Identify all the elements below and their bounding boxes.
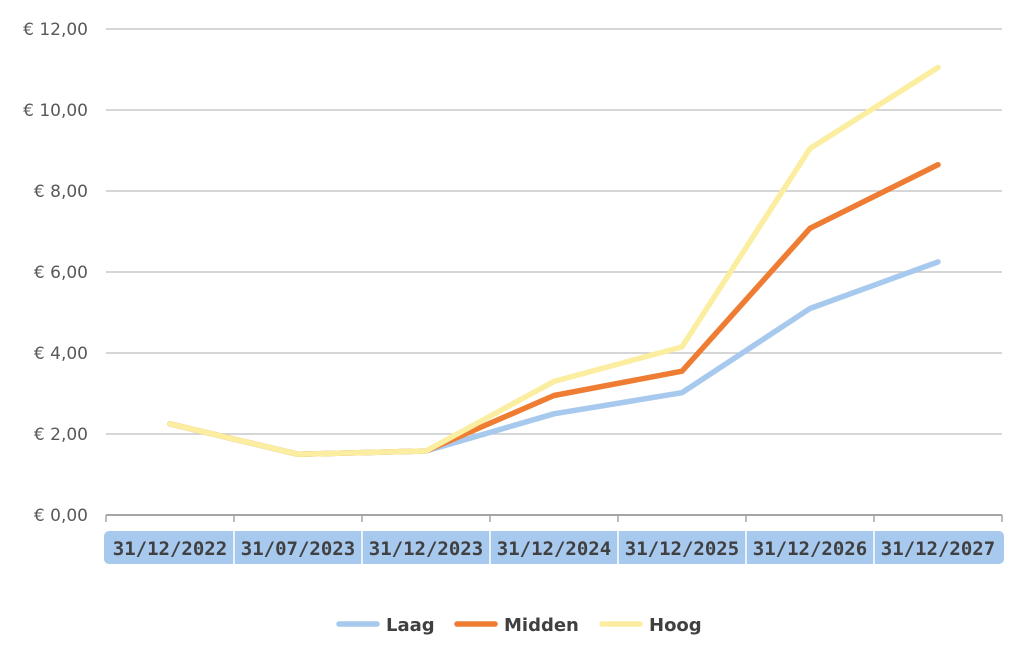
legend-label: Hoog [649, 615, 702, 636]
y-tick-label: € 2,00 [34, 425, 88, 445]
x-axis-category-band: 31/12/2022 31/07/2023 31/12/2023 31/12/2024… [104, 531, 1004, 564]
y-tick-label: € 4,00 [34, 344, 88, 364]
legend-item-midden: Midden [454, 615, 579, 636]
x-tick-label: 31/12/2025 [625, 538, 739, 560]
grid-lines [105, 28, 1003, 522]
x-tick-label: 31/12/2023 [369, 538, 483, 560]
series-lines [167, 64, 941, 458]
y-axis-tick-labels: € 0,00 € 2,00 € 4,00 € 6,00 € 8,00 € 10,00 € 1… [23, 20, 88, 526]
legend-label: Laag [386, 615, 435, 636]
series-line-hoog [167, 64, 941, 458]
y-tick-label: € 12,00 [23, 20, 88, 40]
series-line-laag [167, 259, 941, 458]
x-tick-label: 31/07/2023 [241, 538, 355, 560]
series-line-midden [167, 161, 941, 458]
x-tick-label: 31/12/2027 [881, 538, 995, 560]
legend-item-hoog: Hoog [599, 615, 702, 636]
legend: Laag Midden Hoog [336, 615, 702, 636]
y-tick-label: € 8,00 [34, 182, 88, 202]
x-tick-label: 31/12/2022 [113, 538, 227, 560]
legend-label: Midden [504, 615, 579, 636]
y-tick-label: € 0,00 [34, 506, 88, 526]
x-tick-label: 31/12/2026 [753, 538, 867, 560]
legend-item-laag: Laag [336, 615, 435, 636]
y-tick-label: € 6,00 [34, 263, 88, 283]
category-band-background [104, 531, 1004, 564]
y-tick-label: € 10,00 [23, 101, 88, 121]
x-tick-label: 31/12/2024 [497, 538, 611, 560]
